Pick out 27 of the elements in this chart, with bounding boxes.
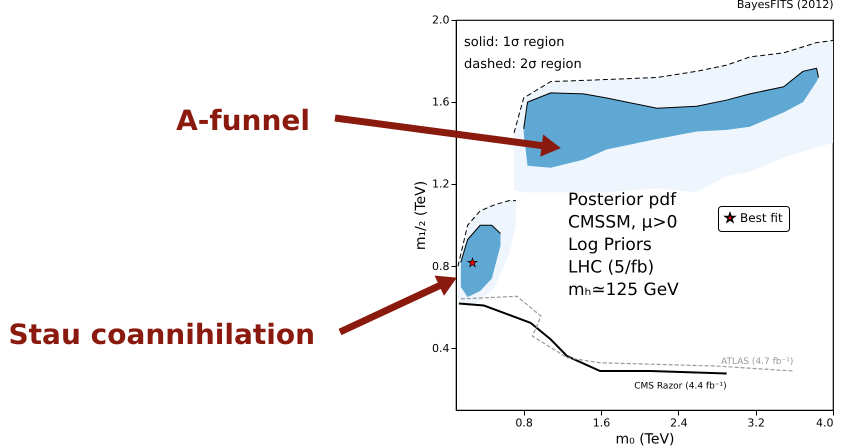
text: Stau coannihilation	[8, 318, 315, 351]
series-label: CMS Razor (4.4 fb⁻¹)	[634, 381, 727, 392]
x-tick-label: 4.0	[816, 416, 834, 430]
x-tick-label: 0.8	[515, 416, 533, 430]
x-tick-label: 2.4	[670, 416, 688, 430]
legend-label: Best fit	[740, 211, 783, 225]
series-label: ATLAS (4.7 fb⁻¹)	[721, 357, 794, 367]
y-tick-label: 1.6	[432, 96, 450, 109]
annotation: solid: 1σ region	[464, 35, 564, 50]
y-tick-label: 2.0	[432, 14, 450, 26]
x-tick-label: 1.6	[592, 416, 610, 430]
y-axis-title: m₁/₂ (TeV)	[413, 180, 430, 250]
x-tick-label: 3.2	[747, 416, 765, 430]
line-series	[460, 224, 501, 263]
annotation: Log Priors	[568, 235, 652, 255]
chart-title: BayesFITS (2012)	[736, 0, 834, 11]
annotation: CMSSM, μ>0	[568, 212, 678, 232]
annotation: LHC (5/fb)	[568, 258, 654, 278]
text: A-funnel	[176, 104, 310, 137]
x-axis-title: m₀ (TeV)	[616, 432, 674, 446]
y-tick-label: 0.4	[432, 342, 450, 355]
y-tick-label: 0.8	[432, 260, 450, 273]
annotation: Posterior pdf	[568, 190, 678, 210]
line-series	[460, 296, 794, 372]
y-tick-label: 1.2	[432, 178, 450, 191]
annotation: mₕ≃125 GeV	[568, 280, 680, 300]
annotation: dashed: 2σ region	[464, 57, 582, 72]
